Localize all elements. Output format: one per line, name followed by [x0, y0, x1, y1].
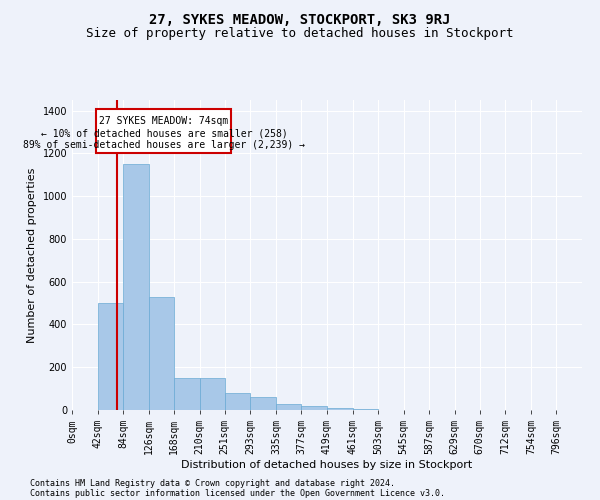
- Bar: [149, 296, 174, 410]
- Bar: [353, 409, 378, 410]
- Bar: [327, 408, 353, 410]
- X-axis label: Distribution of detached houses by size in Stockport: Distribution of detached houses by size …: [181, 460, 473, 470]
- Bar: [123, 164, 149, 410]
- Text: Size of property relative to detached houses in Stockport: Size of property relative to detached ho…: [86, 28, 514, 40]
- Text: 27 SYKES MEADOW: 74sqm: 27 SYKES MEADOW: 74sqm: [99, 116, 229, 126]
- Text: ← 10% of detached houses are smaller (258): ← 10% of detached houses are smaller (25…: [41, 128, 287, 138]
- Bar: [250, 397, 276, 410]
- Bar: [276, 404, 301, 410]
- Text: Contains HM Land Registry data © Crown copyright and database right 2024.: Contains HM Land Registry data © Crown c…: [30, 478, 395, 488]
- Bar: [301, 406, 327, 410]
- Bar: [174, 378, 200, 410]
- Bar: [200, 378, 225, 410]
- Bar: [225, 393, 250, 410]
- Bar: [98, 303, 123, 410]
- Text: 89% of semi-detached houses are larger (2,239) →: 89% of semi-detached houses are larger (…: [23, 140, 305, 150]
- Bar: [97, 108, 232, 154]
- Text: Contains public sector information licensed under the Open Government Licence v3: Contains public sector information licen…: [30, 488, 445, 498]
- Y-axis label: Number of detached properties: Number of detached properties: [27, 168, 37, 342]
- Text: 27, SYKES MEADOW, STOCKPORT, SK3 9RJ: 27, SYKES MEADOW, STOCKPORT, SK3 9RJ: [149, 12, 451, 26]
